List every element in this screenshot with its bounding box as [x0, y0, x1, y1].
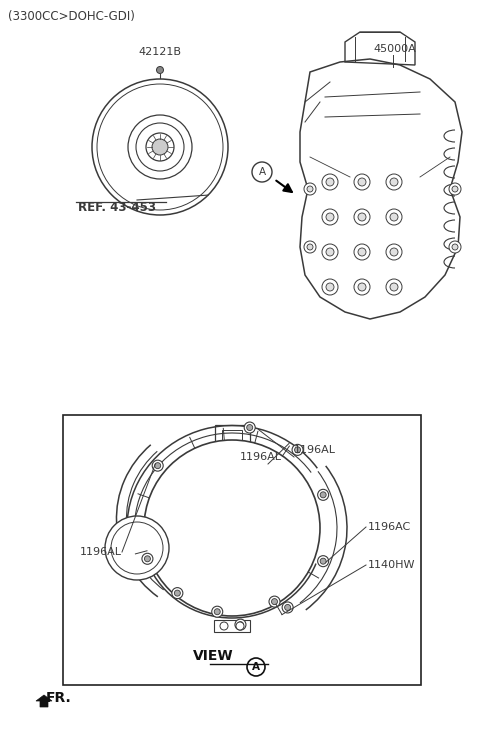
Text: REF. 43-453: REF. 43-453 — [78, 201, 156, 214]
Polygon shape — [36, 695, 52, 707]
Circle shape — [238, 621, 243, 628]
Circle shape — [320, 558, 326, 565]
Circle shape — [304, 183, 316, 195]
Circle shape — [295, 447, 300, 453]
Text: 1196AL: 1196AL — [240, 452, 282, 462]
Circle shape — [318, 489, 329, 500]
Circle shape — [144, 440, 320, 616]
Circle shape — [128, 115, 192, 179]
Circle shape — [326, 248, 334, 256]
Circle shape — [146, 133, 174, 161]
Circle shape — [220, 622, 228, 630]
Circle shape — [252, 162, 272, 182]
Text: 1196AC: 1196AC — [368, 522, 411, 532]
Circle shape — [452, 244, 458, 250]
Bar — [63, 415, 421, 685]
Circle shape — [326, 283, 334, 291]
Circle shape — [358, 283, 366, 291]
Bar — [214, 620, 250, 632]
Circle shape — [452, 186, 458, 192]
Text: VIEW: VIEW — [193, 649, 234, 663]
Circle shape — [326, 213, 334, 221]
Circle shape — [304, 241, 316, 253]
Circle shape — [390, 178, 398, 186]
Circle shape — [244, 422, 255, 433]
Circle shape — [247, 425, 252, 430]
Circle shape — [386, 209, 402, 225]
Circle shape — [322, 279, 338, 295]
Circle shape — [358, 213, 366, 221]
Circle shape — [235, 619, 246, 630]
Circle shape — [326, 178, 334, 186]
Circle shape — [285, 604, 290, 610]
Circle shape — [92, 79, 228, 215]
Circle shape — [358, 178, 366, 186]
Text: FR.: FR. — [46, 691, 72, 705]
Circle shape — [354, 244, 370, 260]
Text: 1196AL: 1196AL — [294, 445, 336, 455]
Bar — [215, 425, 250, 445]
Circle shape — [174, 590, 180, 596]
Circle shape — [386, 174, 402, 190]
Circle shape — [318, 556, 329, 567]
Text: 42121B: 42121B — [139, 47, 181, 57]
Circle shape — [449, 183, 461, 195]
Circle shape — [247, 658, 265, 676]
Circle shape — [272, 598, 277, 604]
Circle shape — [269, 596, 280, 607]
Circle shape — [386, 279, 402, 295]
Circle shape — [144, 556, 150, 562]
Circle shape — [358, 248, 366, 256]
Circle shape — [155, 463, 161, 469]
Text: A: A — [258, 167, 265, 176]
Circle shape — [307, 186, 313, 192]
Circle shape — [105, 516, 169, 580]
Circle shape — [142, 553, 153, 565]
Circle shape — [322, 244, 338, 260]
Circle shape — [172, 587, 183, 598]
Circle shape — [322, 209, 338, 225]
Bar — [222, 430, 242, 440]
Circle shape — [156, 66, 164, 74]
Circle shape — [152, 460, 163, 471]
Circle shape — [390, 248, 398, 256]
Circle shape — [152, 139, 168, 155]
Circle shape — [320, 492, 326, 497]
Text: 1140HW: 1140HW — [368, 560, 416, 570]
Circle shape — [449, 241, 461, 253]
Circle shape — [322, 174, 338, 190]
Circle shape — [354, 279, 370, 295]
Circle shape — [354, 174, 370, 190]
Circle shape — [136, 123, 184, 171]
Circle shape — [111, 522, 163, 574]
Circle shape — [282, 602, 293, 613]
Circle shape — [212, 607, 223, 617]
Text: A: A — [252, 662, 260, 671]
Text: 1196AL: 1196AL — [80, 547, 122, 557]
Text: (3300CC>DOHC-GDI): (3300CC>DOHC-GDI) — [8, 10, 135, 23]
Circle shape — [307, 244, 313, 250]
Circle shape — [390, 213, 398, 221]
Circle shape — [390, 283, 398, 291]
Circle shape — [354, 209, 370, 225]
Circle shape — [292, 444, 303, 455]
Circle shape — [214, 609, 220, 615]
Circle shape — [236, 622, 244, 630]
Circle shape — [386, 244, 402, 260]
Text: 45000A: 45000A — [373, 44, 416, 54]
